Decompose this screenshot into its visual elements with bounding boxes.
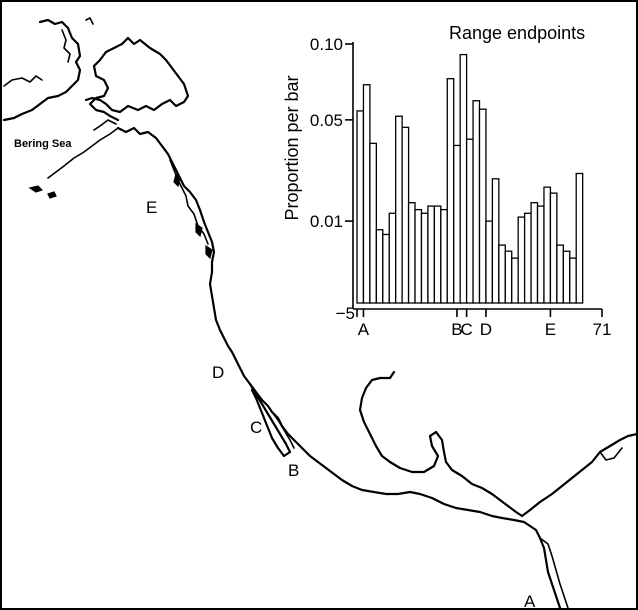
- histogram-bar: [517, 216, 526, 304]
- histogram-bar: [453, 144, 461, 304]
- histogram-bar: [459, 53, 468, 304]
- y-tick-label: 0.01: [310, 212, 343, 231]
- histogram-bar: [530, 202, 539, 304]
- histogram-bar: [472, 100, 481, 304]
- histogram-bar: [491, 178, 500, 304]
- region-label: C: [460, 320, 472, 339]
- island: [28, 185, 44, 193]
- histogram-bar: [401, 126, 410, 304]
- panhandle-islands: [169, 159, 209, 245]
- island: [195, 222, 203, 238]
- bars: [356, 53, 584, 304]
- y-tick-label: 0.10: [310, 35, 343, 54]
- histogram-bar: [504, 250, 513, 304]
- y-axis-title: Proportion per bar: [282, 75, 302, 220]
- map-label-b: B: [288, 461, 299, 480]
- histogram-bar: [549, 192, 558, 304]
- histogram-bar: [569, 257, 577, 304]
- bering-sea-label: Bering Sea: [14, 138, 72, 150]
- histogram-bar: [562, 250, 571, 304]
- histogram-bar: [433, 205, 442, 304]
- caribbean-fragment: [599, 447, 623, 461]
- siberia-coast: [2, 18, 82, 122]
- histogram-bar: [543, 186, 552, 304]
- histogram-bar: [556, 244, 564, 304]
- map-label-a: A: [524, 592, 536, 610]
- gulf-of-alaska-and-west-coast: [116, 126, 562, 610]
- gulf-of-mexico-coast: [358, 370, 638, 518]
- histogram-bar: [465, 138, 474, 304]
- north-fragment: [85, 17, 94, 25]
- histogram-bar: [498, 244, 506, 304]
- region-label: E: [545, 320, 556, 339]
- histogram-bar: [420, 212, 429, 304]
- histogram-bar: [523, 212, 532, 304]
- range-endpoints-histogram: Range endpoints Proportion per bar 0.010…: [270, 22, 632, 342]
- south-america-coast: [539, 537, 569, 609]
- island: [205, 244, 213, 260]
- alaska-pacific-coast: [84, 36, 190, 114]
- y-tick-label: 0.05: [310, 111, 343, 130]
- map-label-e: E: [146, 198, 157, 217]
- island: [47, 191, 57, 199]
- alaska-west-coast: [88, 36, 130, 122]
- histogram-bar: [362, 84, 371, 304]
- histogram-bar: [388, 212, 397, 304]
- map-label-c: C: [250, 418, 262, 437]
- aleutian-islands: [47, 127, 119, 179]
- histogram-bar: [427, 205, 436, 304]
- histogram-bar: [414, 208, 423, 304]
- siberia-north-coast: [3, 75, 43, 87]
- histogram-bar: [382, 233, 390, 304]
- histogram-bar: [440, 208, 448, 304]
- histogram-bar: [511, 257, 519, 304]
- histogram-bar: [395, 115, 403, 304]
- axes: [352, 42, 602, 310]
- histogram-bar: [407, 202, 416, 304]
- histogram-bar: [485, 220, 494, 304]
- siberia-inlet: [61, 29, 71, 63]
- histogram-bar: [375, 229, 384, 304]
- x-tick-label: −5: [336, 304, 355, 323]
- region-label: A: [358, 320, 370, 339]
- baja-california: [248, 382, 292, 458]
- island: [173, 172, 181, 188]
- region-label: B: [451, 320, 462, 339]
- histogram-bar: [369, 142, 377, 304]
- coastline-map: Bering Sea E D C B A: [2, 17, 638, 610]
- alaska-inner-coast: [93, 119, 117, 131]
- histogram-bar: [575, 172, 584, 304]
- map-label-d: D: [212, 363, 224, 382]
- histogram-bar: [478, 108, 487, 304]
- chart-title: Range endpoints: [449, 23, 585, 43]
- histogram-bar: [536, 205, 545, 304]
- gulf-of-california: [271, 411, 295, 449]
- histogram-bar: [356, 110, 365, 304]
- x-tick-label: 71: [593, 320, 612, 339]
- histogram-bar: [446, 78, 455, 304]
- ticks: 0.01 0.05 0.10 −5 71 A BC D E: [310, 35, 612, 339]
- region-label: D: [480, 320, 492, 339]
